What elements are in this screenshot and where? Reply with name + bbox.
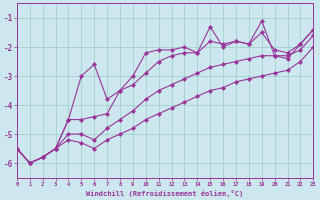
X-axis label: Windchill (Refroidissement éolien,°C): Windchill (Refroidissement éolien,°C): [86, 190, 244, 197]
